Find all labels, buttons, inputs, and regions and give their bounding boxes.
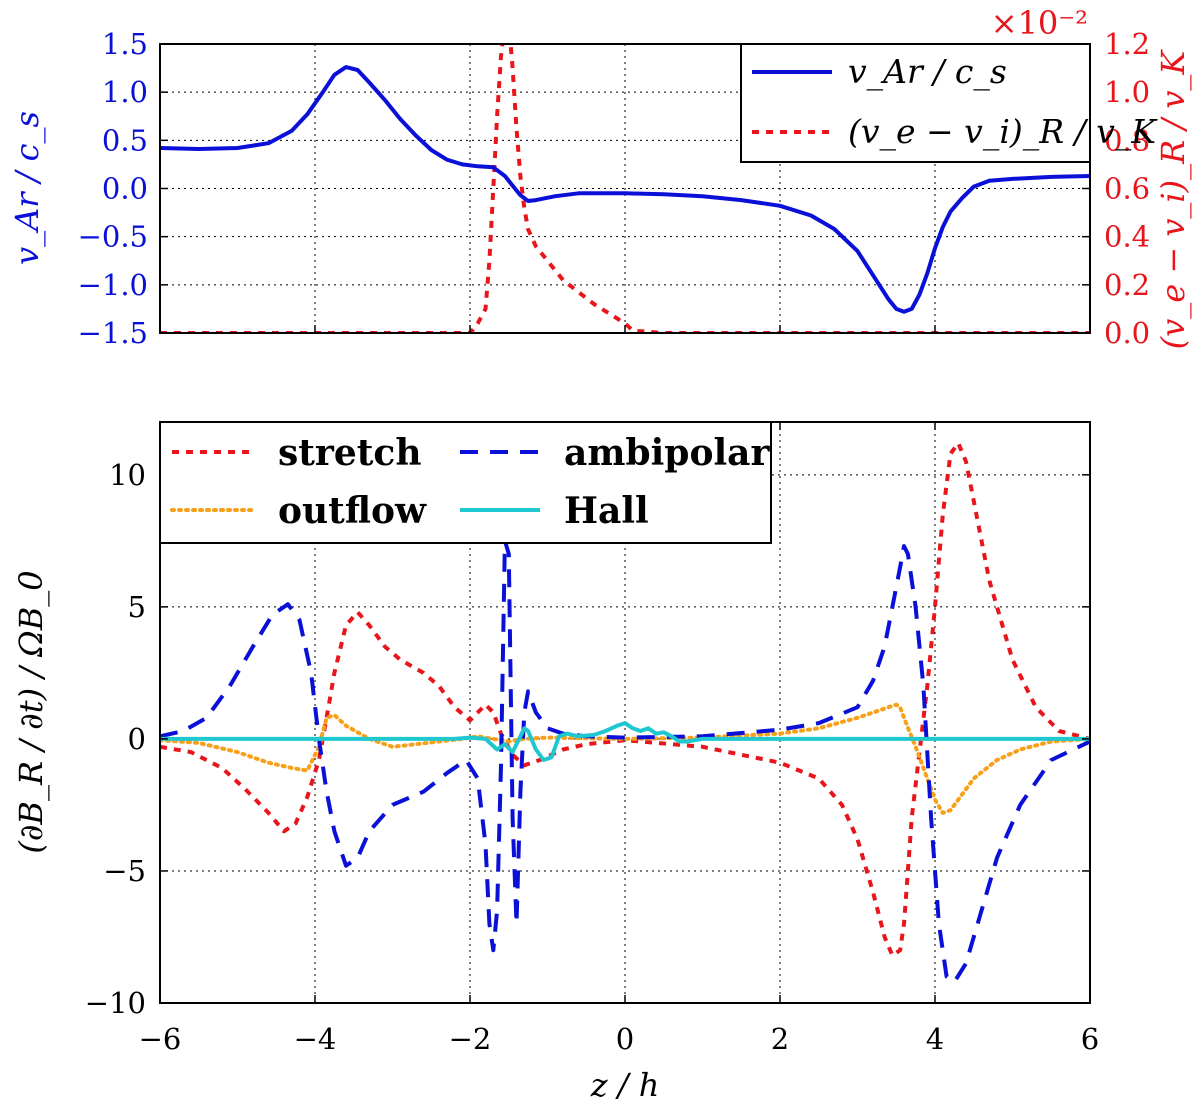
bottom-y-ticklabel-4: −10 (85, 986, 146, 1020)
top-series (160, 44, 1090, 333)
top-left-ticklabel-4: −0.5 (78, 220, 148, 254)
bottom-x-ticklabel-0: −6 (139, 1022, 182, 1056)
bottom-x-ticklabel-1: −4 (294, 1022, 337, 1056)
bottom-series-1 (160, 538, 1090, 984)
bottom-xlabel: z / h (590, 1066, 660, 1104)
bottom-x-ticklabel-3: 0 (616, 1022, 634, 1056)
bottom-legend: stretch ambipolar outflow Hall (159, 421, 772, 544)
top-right-ticklabel-4: 0.4 (1104, 220, 1150, 254)
top-right-ticklabel-5: 0.2 (1104, 268, 1150, 302)
top-series-0 (160, 65, 1090, 314)
top-ticks-left: 1.5 1.0 0.5 0.0 −0.5 −1.0 −1.5 (78, 27, 168, 350)
top-right-ticklabel-3: 0.6 (1104, 172, 1150, 206)
top-left-ticklabel-0: 1.5 (102, 27, 148, 61)
top-legend-label-drift: (v_e − v_i)_R / v_K (848, 112, 1158, 152)
bottom-y-ticklabel-1: 5 (128, 590, 146, 624)
top-left-ticklabel-6: −1.5 (78, 316, 148, 350)
bottom-y-ticklabel-3: −5 (103, 854, 146, 888)
top-series-1 (160, 44, 1090, 333)
bottom-series-3 (160, 721, 1090, 762)
bottom-legend-label-ambipolar: ambipolar (564, 432, 770, 474)
top-legend-box (740, 43, 1091, 163)
right-axis-multiplier: ×10⁻² (991, 4, 1088, 42)
bottom-legend-label-hall: Hall (564, 490, 649, 532)
bottom-legend-label-outflow: outflow (278, 490, 427, 532)
bottom-legend-label-stretch: stretch (278, 432, 422, 474)
top-legend-label-var: v_Ar / c_s (848, 52, 1007, 92)
top-panel: 1.5 1.0 0.5 0.0 −0.5 −1.0 −1.5 1.2 1.0 0.8 0.6 0.4… (8, 4, 1192, 350)
top-right-ticklabel-6: 0.0 (1104, 316, 1150, 350)
top-right-ticklabel-2: 0.8 (1104, 123, 1150, 157)
top-ticks-x (159, 325, 1091, 333)
bottom-ylabel: (∂B_R / ∂t) / ΩB_0 (12, 570, 50, 853)
bottom-y-ticklabel-2: 0 (128, 722, 146, 756)
top-left-ticklabel-1: 1.0 (102, 75, 148, 109)
top-left-ticklabel-5: −1.0 (78, 268, 148, 302)
top-left-ticklabel-2: 0.5 (102, 123, 148, 157)
top-left-ylabel: v_Ar / c_s (8, 111, 46, 265)
top-right-ylabel: (v_e − v_i)_R / v_K (1154, 49, 1192, 350)
bottom-series-0 (160, 441, 1090, 958)
top-left-ticklabel-3: 0.0 (102, 172, 148, 206)
bottom-x-ticklabel-6: 6 (1081, 1022, 1099, 1056)
bottom-x-ticklabel-5: 4 (926, 1022, 944, 1056)
bottom-ticks-y: 10 5 0 −5 −10 (85, 458, 1090, 1020)
top-ticks-right: 1.2 1.0 0.8 0.6 0.4 0.2 0.0 (1082, 27, 1150, 350)
bottom-series (160, 441, 1090, 984)
top-legend: v_Ar / c_s (v_e − v_i)_R / v_K (740, 43, 1158, 163)
bottom-y-ticklabel-0: 10 (109, 458, 146, 492)
bottom-x-ticklabel-2: −2 (449, 1022, 492, 1056)
bottom-x-ticklabel-4: 2 (771, 1022, 789, 1056)
top-right-ticklabel-1: 1.0 (1104, 75, 1150, 109)
top-right-ticklabel-0: 1.2 (1104, 27, 1150, 61)
bottom-legend-box (159, 421, 772, 544)
